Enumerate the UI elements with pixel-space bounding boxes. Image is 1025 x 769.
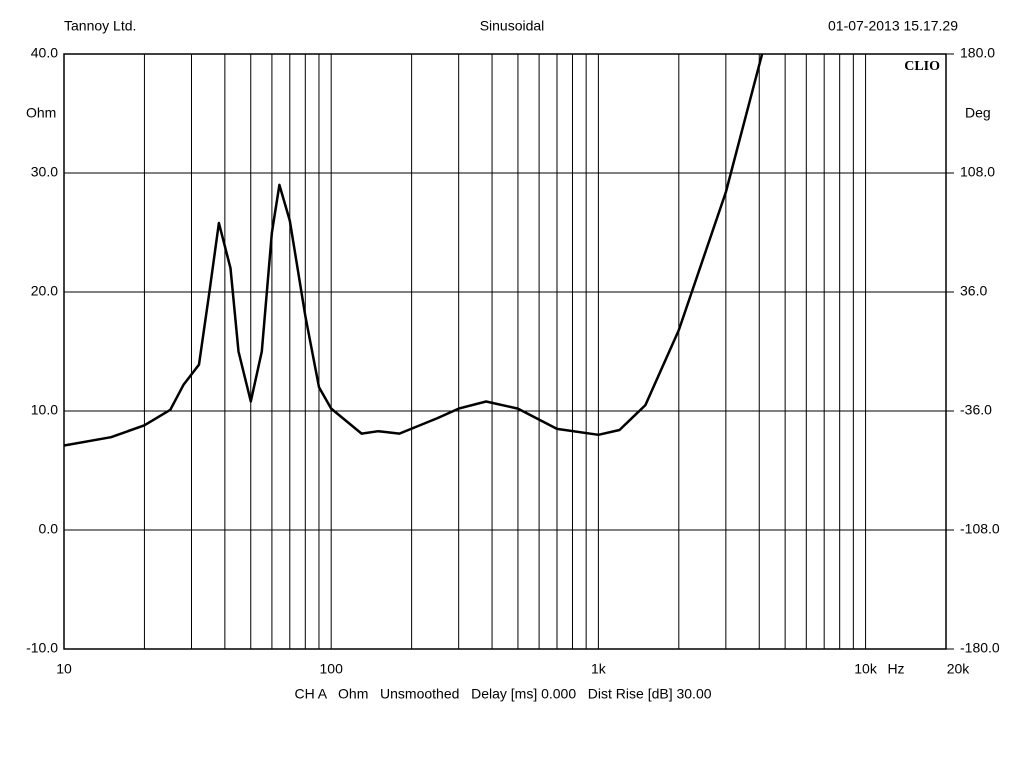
y2-tick-label: -108.0 bbox=[960, 521, 1000, 537]
x-tick-label: 1k bbox=[591, 661, 607, 677]
x-unit: Hz bbox=[887, 661, 904, 677]
plot-frame bbox=[63, 53, 947, 650]
y-tick-label: 30.0 bbox=[31, 164, 58, 180]
header-left: Tannoy Ltd. bbox=[64, 18, 136, 34]
y2-tick-label: 108.0 bbox=[960, 164, 995, 180]
x-tick-label: 10 bbox=[56, 661, 72, 677]
y-tick-label: 0.0 bbox=[39, 521, 59, 537]
y-unit: Ohm bbox=[26, 105, 56, 121]
y2-tick-label: -36.0 bbox=[960, 402, 992, 418]
x-tick-label: 10k bbox=[854, 661, 878, 677]
impedance-curve bbox=[64, 54, 764, 447]
y-tick-label: -10.0 bbox=[26, 640, 58, 656]
x-tick-label: 100 bbox=[320, 661, 344, 677]
y-tick-label: 40.0 bbox=[31, 45, 58, 61]
footer: CH A Ohm Unsmoothed Delay [ms] 0.000 Dis… bbox=[294, 686, 711, 702]
y2-tick-label: -180.0 bbox=[960, 640, 1000, 656]
header-right: 01-07-2013 15.17.29 bbox=[828, 18, 958, 34]
y2-tick-label: 36.0 bbox=[960, 283, 987, 299]
brand: CLIO bbox=[904, 59, 940, 74]
y2-unit: Deg bbox=[965, 105, 991, 121]
y-tick-label: 20.0 bbox=[31, 283, 58, 299]
y2-tick-label: 180.0 bbox=[960, 45, 995, 61]
chart-title: Sinusoidal bbox=[480, 18, 545, 34]
y-tick-label: 10.0 bbox=[31, 402, 58, 418]
x-tick-label: 20k bbox=[947, 661, 971, 677]
